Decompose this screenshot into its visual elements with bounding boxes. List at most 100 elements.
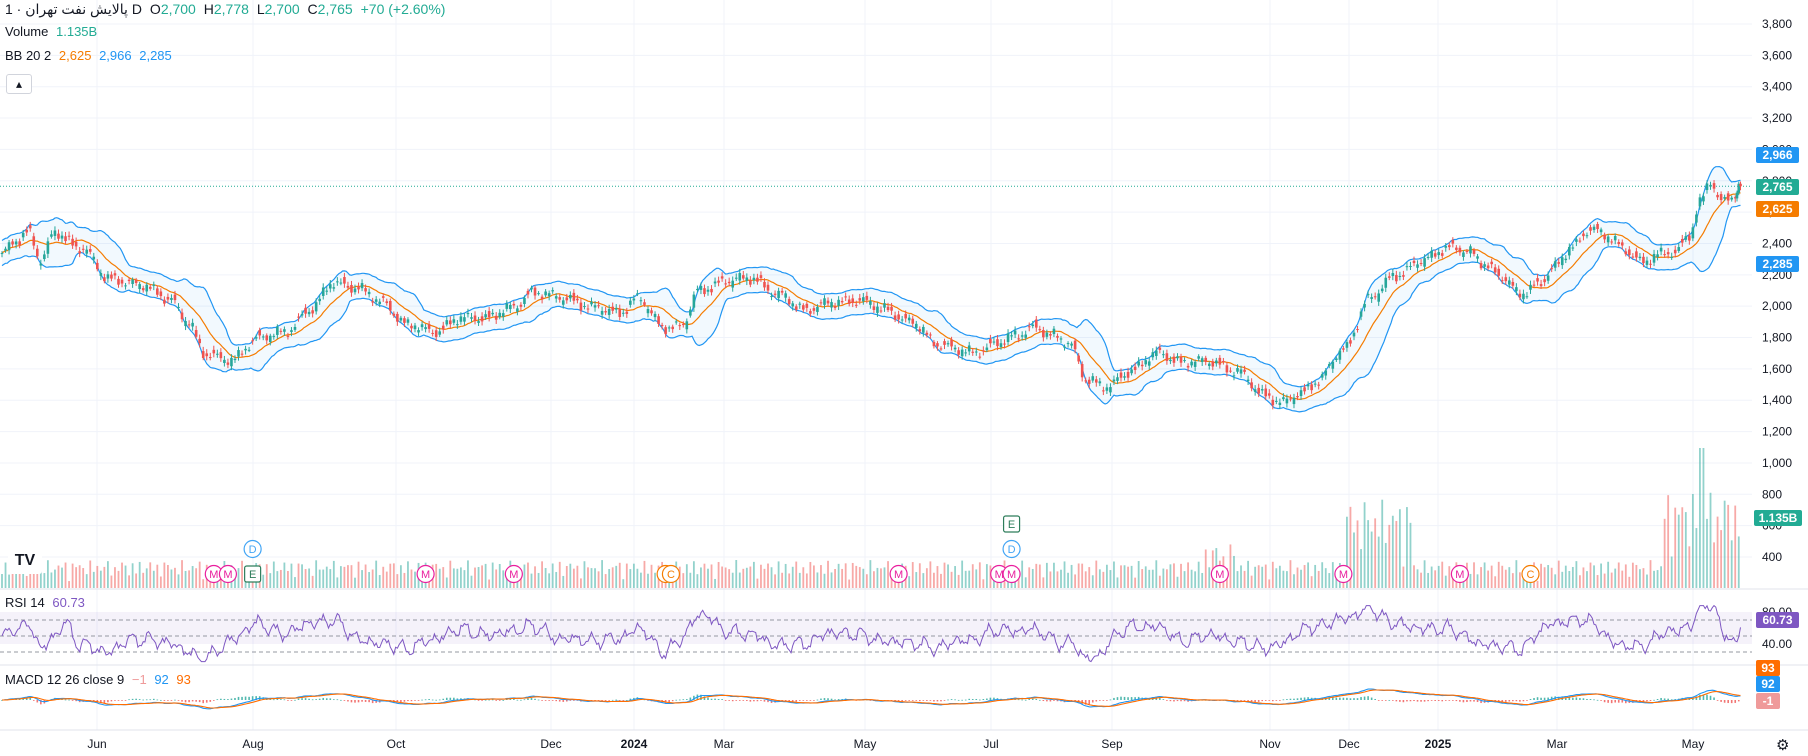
macd-histogram-bar (100, 700, 102, 704)
tradingview-logo[interactable]: TV (8, 548, 42, 574)
symbol-name[interactable]: پالایش نفت تهران (25, 1, 128, 17)
candle-body (805, 303, 809, 308)
candle-body (1331, 361, 1335, 369)
macd-histogram-bar (1557, 696, 1560, 700)
volume-bar (770, 567, 773, 588)
gear-icon[interactable]: ⚙ (1776, 737, 1790, 754)
macd-histogram-bar (901, 700, 903, 702)
candle-body (0, 253, 4, 255)
macd-histogram-bar (283, 699, 286, 701)
macd-histogram-bar (520, 699, 522, 701)
candle-body (699, 285, 703, 290)
candle-body (512, 303, 516, 306)
volume-bar (978, 562, 981, 588)
candle-body (734, 277, 738, 279)
candle-body (530, 287, 533, 290)
candle-body (336, 281, 339, 283)
candle-body (1599, 229, 1603, 233)
macd-histogram-bar (449, 697, 452, 700)
volume-bar (1367, 520, 1370, 588)
volume-bar (738, 572, 741, 588)
bb-legend[interactable]: BB 20 2 2,625 2,966 2,285 (5, 48, 176, 63)
macd-histogram-bar (1441, 700, 1444, 702)
macd-histogram-bar (904, 700, 907, 701)
macd-histogram-bar (671, 700, 674, 702)
candle-body (498, 312, 502, 318)
macd-histogram-bar (1480, 700, 1482, 704)
macd-histogram-bar (1367, 696, 1369, 700)
macd-histogram-bar (601, 700, 603, 701)
volume-legend[interactable]: Volume 1.135B (5, 24, 101, 39)
macd-histogram-bar (1335, 697, 1338, 700)
macd-histogram-bar (495, 700, 497, 701)
macd-tag: 92 (1756, 676, 1780, 692)
candle-body (413, 325, 417, 330)
price-tick-label: 2,000 (1762, 299, 1792, 313)
volume-bar (1113, 561, 1115, 588)
candle-body (791, 303, 795, 307)
candle-body (106, 274, 110, 279)
candle-body (922, 326, 925, 333)
collapse-legend-button[interactable]: ▴ (6, 74, 32, 94)
macd-histogram-bar (1413, 700, 1415, 702)
macd-histogram-bar (145, 699, 148, 701)
candle-body (1278, 402, 1282, 406)
macd-histogram-bar (954, 699, 956, 701)
macd-histogram-bar (1250, 700, 1253, 702)
volume-bar (1169, 564, 1172, 588)
macd-legend[interactable]: MACD 12 26 close 9 −1 92 93 (5, 672, 195, 687)
macd-histogram-bar (1663, 698, 1666, 700)
candle-body (576, 298, 579, 301)
candle-body (1592, 226, 1596, 230)
volume-bar (463, 570, 466, 588)
volume-bar (1384, 542, 1387, 588)
volume-bar (1091, 575, 1094, 588)
volume-bar (114, 567, 116, 588)
candle-body (427, 324, 431, 329)
event-badge (1002, 515, 1021, 533)
time-axis: Jun Aug Oct Dec 2024 Mar May Jul Sep Nov Dec 2025 Ma… (87, 737, 1704, 751)
candle-body (85, 249, 89, 254)
volume-bar (1469, 573, 1472, 588)
candle-body (81, 248, 85, 250)
price-tick-label: 400 (1762, 550, 1782, 564)
candle-body (1620, 242, 1624, 246)
candle-body (1172, 356, 1176, 363)
macd-histogram-bar (445, 697, 448, 700)
volume-bar (1183, 571, 1186, 588)
candle-body (837, 299, 840, 306)
candle-body (989, 339, 992, 344)
macd-histogram-bar (1452, 700, 1454, 701)
volume-bar (1349, 506, 1352, 588)
candle-body (353, 288, 357, 293)
candle-body (1264, 388, 1268, 397)
macd-histogram-bar (237, 696, 240, 700)
volume-bar (604, 574, 607, 588)
macd-signal-tag: 93 (1756, 660, 1780, 676)
rsi-legend[interactable]: RSI 14 60.73 (5, 595, 89, 610)
candle-body (127, 279, 131, 281)
event-marker-m: M (1450, 564, 1469, 584)
event-markers[interactable]: MMEDMMCCMMMDEMMMC (204, 515, 1540, 584)
candle-body (537, 293, 540, 295)
volume-bar (760, 564, 762, 588)
event-badge (1002, 564, 1021, 584)
volume-bar (71, 563, 74, 588)
candle-body (1137, 361, 1140, 366)
macd-histogram-bar (1264, 700, 1267, 701)
macd-histogram-bar (1356, 698, 1359, 700)
volume-bar (756, 578, 759, 588)
volume-bar (502, 570, 505, 588)
macd-histogram-bar (1166, 700, 1168, 701)
event-marker-d: D (243, 539, 262, 559)
candle-body (936, 343, 939, 347)
macd-histogram-bar (615, 699, 618, 701)
macd-histogram-bar (117, 700, 120, 701)
macd-histogram-bar (1670, 699, 1673, 701)
interval-label[interactable]: · 1D (5, 1, 143, 17)
candle-body (392, 313, 396, 316)
volume-bar (128, 575, 130, 588)
macd-histogram-bar (608, 700, 610, 701)
macd-histogram-bar (1155, 698, 1158, 700)
